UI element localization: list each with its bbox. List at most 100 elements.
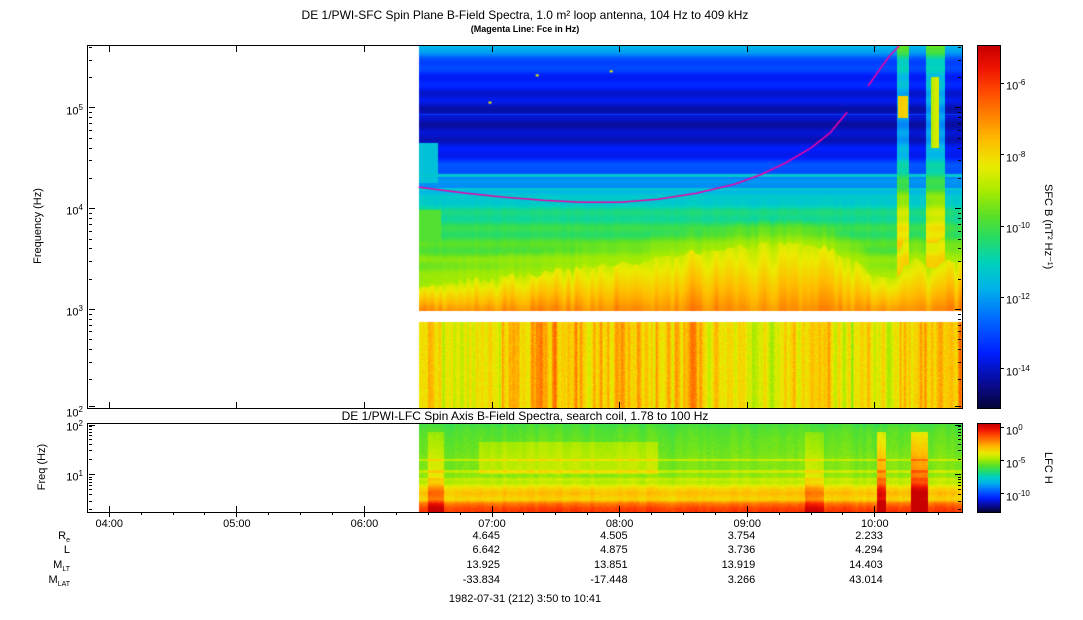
time-axis-minor-tick (427, 512, 429, 515)
time-tick-label: 08:00 (605, 518, 634, 530)
time-axis-tick (746, 512, 748, 517)
time-axis-minor-tick (842, 512, 844, 515)
time-axis-minor-tick (587, 512, 589, 515)
sfc-y-major-tick (955, 107, 961, 109)
sfc-y-minor-tick (89, 59, 92, 61)
lfc-y-major-tick (89, 473, 95, 475)
lfc-y-major-tick (89, 424, 95, 426)
sfc-cbar-tick-label: 10-14 (1006, 363, 1030, 379)
sfc-y-major-tick (89, 207, 95, 209)
lfc-y-minor-tick (958, 500, 961, 502)
sfc-y-minor-tick (958, 77, 961, 79)
lfc-y-minor-tick (958, 459, 961, 461)
ephemeris-value: 6.642 (472, 544, 501, 556)
time-tick-label: 07:00 (478, 518, 506, 530)
lfc-y-minor-tick (958, 489, 961, 491)
lfc-y-minor-tick (958, 435, 961, 437)
lfc-cbar-tick-label: 10-10 (1006, 488, 1030, 504)
lfc-y-minor-tick (89, 485, 92, 487)
sfc-time-tick (491, 402, 493, 408)
lfc-y-minor-tick (89, 509, 92, 511)
sfc-y-minor-tick (958, 218, 961, 220)
ephemeris-value: 3.266 (727, 574, 756, 586)
sfc-y-minor-tick (958, 112, 961, 114)
lfc-y-minor-tick (89, 479, 92, 481)
lfc-y-minor-tick (89, 450, 92, 452)
ephemeris-value: 13.925 (466, 559, 501, 571)
sfc-y-minor-tick (958, 147, 961, 149)
sfc-y-minor-tick (958, 137, 961, 139)
time-axis-minor-tick (938, 512, 940, 515)
sfc-y-minor-tick (958, 59, 961, 61)
lfc-y-minor-tick (958, 431, 961, 433)
time-axis-tick (108, 512, 110, 517)
ephemeris-value: 4.645 (472, 530, 501, 542)
ephemeris-value: 13.919 (721, 559, 756, 571)
time-axis-minor-tick (268, 512, 270, 515)
sfc-time-tick-top (874, 46, 876, 52)
lfc-y-minor-tick (958, 482, 961, 484)
ephemeris-value: 3.736 (727, 544, 756, 556)
sfc-y-minor-tick (89, 349, 92, 351)
time-axis-minor-tick (459, 512, 461, 515)
sfc-y-major-tick (89, 405, 95, 407)
date-range-label: 1982-07-31 (212) 3:50 to 10:41 (448, 593, 602, 605)
lfc-y-minor-tick (958, 426, 961, 428)
sfc-title: DE 1/PWI-SFC Spin Plane B-Field Spectra,… (301, 8, 749, 22)
sfc-y-major-tick (955, 405, 961, 407)
sfc-y-minor-tick (89, 324, 92, 326)
sfc-y-minor-tick (958, 212, 961, 214)
sfc-cbar-tick (1000, 154, 1004, 156)
ephemeris-row-label: L (63, 544, 70, 556)
sfc-y-minor-tick (89, 379, 92, 381)
sfc-y-minor-tick (89, 160, 92, 162)
sfc-subtitle: (Magenta Line: Fce in Hz) (470, 24, 580, 34)
sfc-y-minor-tick (89, 112, 92, 114)
sfc-cbar-tick (1000, 82, 1004, 84)
lfc-y-minor-tick (958, 509, 961, 511)
sfc-cbar-tick-label: 10-12 (1006, 292, 1030, 308)
lfc-y-minor-tick (89, 426, 92, 428)
sfc-time-tick (619, 402, 621, 408)
sfc-time-tick-top (108, 46, 110, 52)
sfc-y-minor-tick (89, 223, 92, 225)
sfc-y-minor-tick (958, 379, 961, 381)
sfc-y-major-tick (89, 107, 95, 109)
lfc-y-minor-tick (958, 444, 961, 445)
time-tick-label: 06:00 (350, 518, 379, 530)
lfc-y-minor-tick (89, 439, 92, 441)
lfc-y-minor-tick (958, 476, 961, 478)
lfc-spectrogram-canvas (88, 424, 962, 512)
ephemeris-value: 2.233 (855, 530, 883, 542)
sfc-y-tick-label: 104 (66, 203, 83, 218)
ephemeris-row-label: MLAT (48, 574, 71, 589)
sfc-y-tick-label: 102 (66, 404, 83, 420)
sfc-y-axis-label: Frequency (Hz) (32, 188, 44, 264)
sfc-y-minor-tick (958, 313, 961, 315)
sfc-y-major-tick (89, 308, 95, 310)
time-axis-minor-tick (140, 512, 142, 515)
ephemeris-value: 14.403 (849, 559, 883, 571)
lfc-time-tick (236, 506, 238, 512)
time-axis-minor-tick (300, 512, 302, 515)
ephemeris-value: -17.448 (590, 574, 628, 586)
lfc-cbar-tick (1000, 493, 1004, 495)
time-axis-minor-tick (172, 512, 174, 515)
lfc-time-tick (108, 506, 110, 512)
lfc-y-minor-tick (89, 476, 92, 478)
sfc-time-tick (363, 402, 365, 408)
time-axis-minor-tick (906, 512, 908, 515)
ephemeris-row-label: Re (58, 530, 70, 545)
sfc-y-minor-tick (89, 147, 92, 149)
sfc-y-minor-tick (958, 361, 961, 363)
ephemeris-value: 4.294 (855, 544, 883, 556)
sfc-y-minor-tick (89, 212, 92, 214)
time-axis-minor-tick (555, 512, 557, 515)
sfc-y-minor-tick (958, 339, 961, 341)
lfc-y-minor-tick (89, 500, 92, 502)
lfc-y-minor-tick (958, 439, 961, 441)
sfc-y-tick-label: 105 (66, 102, 83, 118)
sfc-y-minor-tick (958, 349, 961, 351)
time-axis-minor-tick (714, 512, 716, 515)
lfc-y-tick-label: 101 (66, 469, 83, 484)
